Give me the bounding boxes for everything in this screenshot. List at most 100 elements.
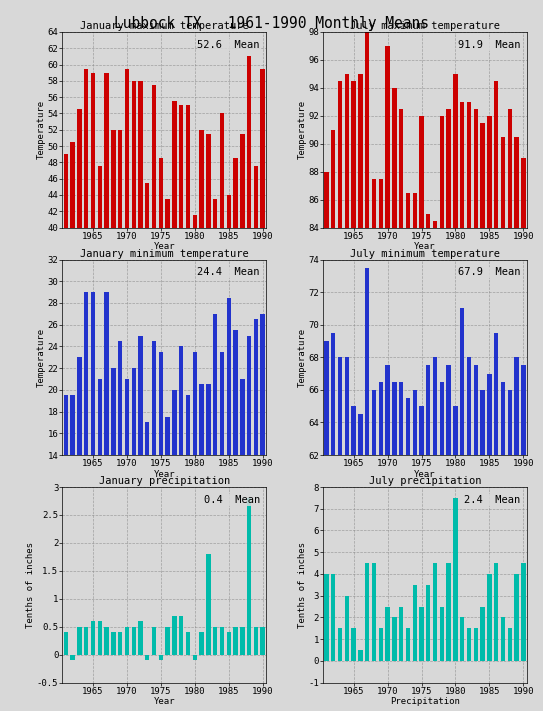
Text: 67.9  Mean: 67.9 Mean bbox=[458, 267, 521, 277]
Bar bbox=[324, 341, 329, 711]
X-axis label: Year: Year bbox=[154, 242, 175, 251]
X-axis label: Precipitation: Precipitation bbox=[390, 697, 460, 706]
Bar bbox=[166, 417, 170, 607]
Bar bbox=[473, 629, 478, 661]
Bar bbox=[166, 626, 170, 655]
Bar bbox=[145, 183, 149, 553]
Y-axis label: Tenths of inches: Tenths of inches bbox=[27, 542, 35, 628]
Bar bbox=[226, 297, 231, 607]
Bar bbox=[460, 102, 464, 711]
Bar bbox=[358, 74, 363, 711]
Bar bbox=[172, 390, 176, 607]
Bar bbox=[481, 390, 485, 711]
Bar bbox=[433, 563, 437, 661]
Bar bbox=[226, 195, 231, 553]
Bar bbox=[91, 73, 95, 553]
Bar bbox=[501, 137, 505, 711]
Bar bbox=[104, 73, 109, 553]
Bar bbox=[494, 563, 498, 661]
Bar bbox=[64, 154, 68, 553]
Bar bbox=[71, 655, 75, 661]
Bar bbox=[473, 365, 478, 711]
Bar bbox=[386, 606, 390, 661]
Bar bbox=[351, 629, 356, 661]
Bar bbox=[413, 193, 417, 711]
Bar bbox=[111, 129, 116, 553]
Text: 0.4  Mean: 0.4 Mean bbox=[204, 495, 260, 505]
Bar bbox=[138, 81, 143, 553]
Bar bbox=[64, 632, 68, 655]
Bar bbox=[467, 357, 471, 711]
Bar bbox=[247, 56, 251, 553]
Bar bbox=[501, 382, 505, 711]
Bar bbox=[240, 626, 244, 655]
X-axis label: Year: Year bbox=[154, 697, 175, 706]
Bar bbox=[481, 606, 485, 661]
Bar bbox=[413, 584, 417, 661]
Bar bbox=[460, 617, 464, 661]
Y-axis label: Temperature: Temperature bbox=[298, 328, 307, 387]
Bar bbox=[446, 365, 451, 711]
Bar bbox=[71, 395, 75, 607]
Bar bbox=[84, 626, 89, 655]
Bar bbox=[453, 406, 458, 711]
Bar bbox=[365, 563, 369, 661]
Bar bbox=[440, 606, 444, 661]
Bar bbox=[125, 626, 129, 655]
Bar bbox=[118, 341, 122, 607]
Bar bbox=[487, 116, 491, 711]
Bar bbox=[186, 632, 190, 655]
Bar bbox=[494, 333, 498, 711]
Bar bbox=[193, 352, 197, 607]
Bar bbox=[501, 617, 505, 661]
Bar bbox=[433, 220, 437, 711]
Bar bbox=[84, 69, 89, 553]
Bar bbox=[338, 81, 342, 711]
Bar bbox=[213, 199, 217, 553]
Text: Lubbock TX   1961-1990 Monthly Means: Lubbock TX 1961-1990 Monthly Means bbox=[114, 16, 429, 31]
Bar bbox=[254, 319, 258, 607]
Bar bbox=[118, 129, 122, 553]
Bar bbox=[233, 159, 238, 553]
Bar bbox=[508, 390, 512, 711]
Bar bbox=[91, 621, 95, 655]
Bar bbox=[426, 365, 431, 711]
Bar bbox=[508, 629, 512, 661]
Bar bbox=[199, 129, 204, 553]
Bar bbox=[386, 46, 390, 711]
Bar bbox=[131, 368, 136, 607]
Y-axis label: Temperature: Temperature bbox=[37, 328, 46, 387]
Bar bbox=[254, 166, 258, 553]
Bar bbox=[521, 365, 526, 711]
Bar bbox=[152, 341, 156, 607]
Bar bbox=[186, 105, 190, 553]
Bar bbox=[331, 129, 336, 711]
Bar bbox=[220, 352, 224, 607]
X-axis label: Year: Year bbox=[414, 242, 435, 251]
Bar bbox=[172, 101, 176, 553]
Bar bbox=[467, 102, 471, 711]
Bar bbox=[226, 632, 231, 655]
Bar bbox=[487, 373, 491, 711]
Bar bbox=[240, 379, 244, 607]
Title: July maximum temperature: July maximum temperature bbox=[350, 21, 500, 31]
Bar bbox=[406, 629, 410, 661]
Bar bbox=[125, 69, 129, 553]
Y-axis label: Temperature: Temperature bbox=[37, 100, 46, 159]
Bar bbox=[331, 574, 336, 661]
Bar bbox=[433, 357, 437, 711]
Bar bbox=[145, 655, 149, 661]
Bar bbox=[159, 655, 163, 661]
Bar bbox=[261, 314, 265, 607]
Bar bbox=[399, 109, 403, 711]
Text: 24.4  Mean: 24.4 Mean bbox=[198, 267, 260, 277]
Bar bbox=[261, 69, 265, 553]
Bar bbox=[392, 617, 396, 661]
Bar bbox=[324, 171, 329, 711]
Bar bbox=[179, 105, 184, 553]
Bar bbox=[179, 346, 184, 607]
Bar bbox=[487, 574, 491, 661]
Bar bbox=[508, 109, 512, 711]
Bar bbox=[71, 142, 75, 553]
Bar bbox=[77, 626, 81, 655]
